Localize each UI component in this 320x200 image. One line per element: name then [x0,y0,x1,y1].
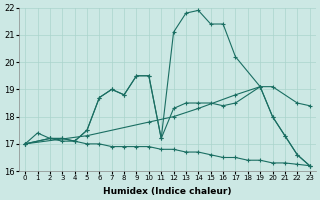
X-axis label: Humidex (Indice chaleur): Humidex (Indice chaleur) [103,187,232,196]
